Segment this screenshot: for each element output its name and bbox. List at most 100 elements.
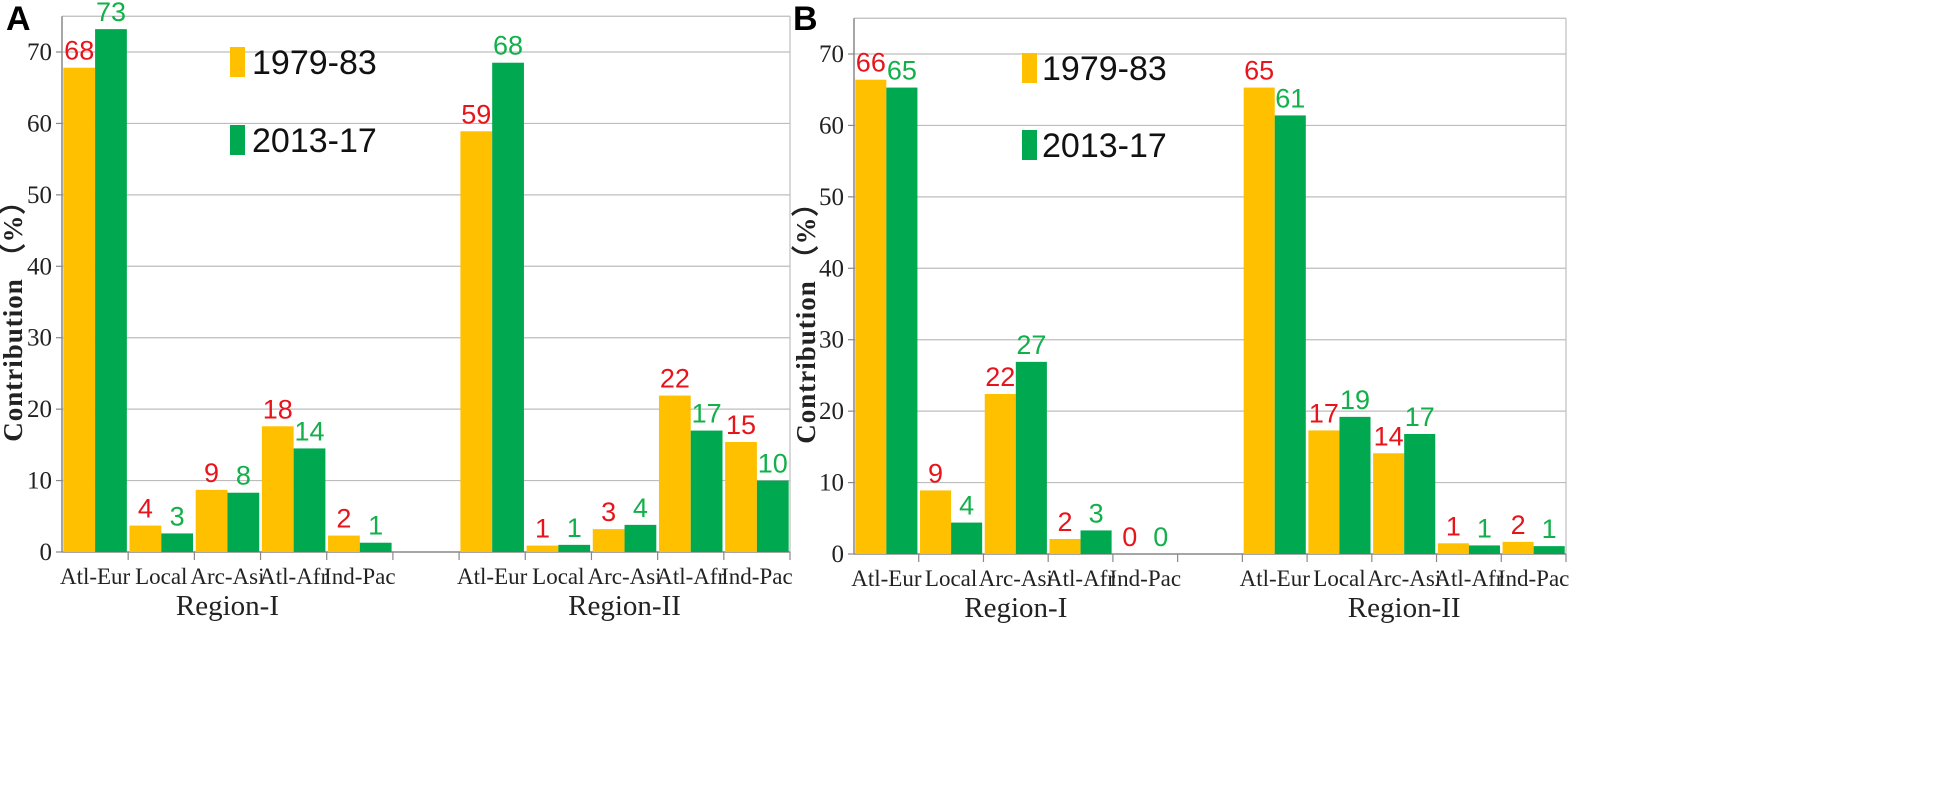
data-label: 4 xyxy=(959,491,974,521)
bar-2013-17 xyxy=(1404,434,1436,554)
y-tick-label: 30 xyxy=(27,325,52,352)
region-label: Region-I xyxy=(964,592,1067,624)
bar-1979-83 xyxy=(63,67,96,552)
bar-2013-17 xyxy=(1533,546,1565,554)
data-label: 27 xyxy=(1016,330,1046,360)
x-tick-label: Atl-Afr xyxy=(1434,566,1503,591)
data-label: 14 xyxy=(294,416,324,446)
legend-label: 1979-83 xyxy=(1042,50,1167,88)
data-label: 22 xyxy=(660,364,690,394)
bar-1979-83 xyxy=(1373,453,1405,554)
bar-2013-17 xyxy=(690,430,723,552)
bar-1979-83 xyxy=(129,525,162,552)
y-tick-label: 10 xyxy=(27,468,52,495)
data-label: 2 xyxy=(1057,507,1072,537)
data-label: 2 xyxy=(336,504,351,534)
bar-1979-83 xyxy=(460,131,493,553)
data-label: 65 xyxy=(1244,56,1274,86)
bar-1979-83 xyxy=(855,79,887,554)
bar-1979-83 xyxy=(725,442,757,552)
data-label: 14 xyxy=(1374,421,1404,451)
data-label: 61 xyxy=(1275,83,1305,113)
bar-2013-17 xyxy=(886,87,918,555)
data-label: 68 xyxy=(64,36,94,66)
x-tick-label: Atl-Eur xyxy=(851,566,922,591)
data-label: 68 xyxy=(493,31,523,61)
bar-2013-17 xyxy=(1468,545,1500,554)
bar-2013-17 xyxy=(1080,530,1112,554)
x-tick-label: Ind-Pac xyxy=(721,564,793,589)
data-label: 1 xyxy=(1542,514,1557,544)
x-tick-label: Arc-Asi xyxy=(190,564,264,589)
data-label: 0 xyxy=(1153,522,1168,552)
bar-1979-83 xyxy=(984,394,1016,554)
data-label: 9 xyxy=(204,458,219,488)
y-axis-label: Contribution （%） xyxy=(0,186,28,441)
x-tick-label: Local xyxy=(135,564,187,589)
data-label: 3 xyxy=(170,501,185,531)
bar-2013-17 xyxy=(951,522,983,554)
data-label: 19 xyxy=(1340,385,1370,415)
bar-1979-83 xyxy=(658,395,691,552)
bar-2013-17 xyxy=(624,524,657,552)
y-tick-label: 10 xyxy=(819,470,844,497)
bar-1979-83 xyxy=(1437,543,1469,554)
legend-swatch xyxy=(1022,53,1037,83)
legend-label: 1979-83 xyxy=(252,44,377,82)
data-label: 4 xyxy=(138,494,153,524)
bar-1979-83 xyxy=(1502,541,1534,554)
data-label: 2 xyxy=(1511,510,1526,540)
x-tick-label: Ind-Pac xyxy=(1110,566,1182,591)
bar-1979-83 xyxy=(328,535,360,552)
y-tick-label: 20 xyxy=(27,396,52,423)
bar-1979-83 xyxy=(1308,430,1340,554)
bar-1979-83 xyxy=(261,426,294,552)
bar-1979-83 xyxy=(1243,87,1275,555)
region-label: Region-I xyxy=(176,590,279,622)
x-tick-label: Arc-Asi xyxy=(1367,566,1441,591)
y-tick-label: 70 xyxy=(27,39,52,66)
data-label: 73 xyxy=(96,0,126,27)
legend-swatch xyxy=(230,125,245,155)
bar-1979-83 xyxy=(592,529,625,552)
y-tick-label: 0 xyxy=(832,541,845,568)
y-tick-label: 20 xyxy=(819,398,844,425)
y-tick-label: 0 xyxy=(40,539,53,566)
legend-label: 2013-17 xyxy=(252,122,377,160)
y-tick-label: 50 xyxy=(819,184,844,211)
bar-2013-17 xyxy=(1274,115,1306,554)
x-tick-label: Local xyxy=(925,566,977,591)
bar-2013-17 xyxy=(558,544,591,552)
x-tick-label: Ind-Pac xyxy=(1498,566,1570,591)
data-label: 1 xyxy=(567,513,582,543)
region-label: Region-II xyxy=(1348,592,1461,624)
data-label: 9 xyxy=(928,458,943,488)
legend-label: 2013-17 xyxy=(1042,127,1167,165)
data-label: 1 xyxy=(535,514,550,544)
x-tick-label: Atl-Afr xyxy=(259,564,328,589)
panel-letter: B xyxy=(793,0,818,38)
bar-1979-83 xyxy=(526,545,559,552)
data-label: 22 xyxy=(985,362,1015,392)
data-label: 59 xyxy=(461,99,491,129)
data-label: 10 xyxy=(758,449,788,479)
data-label: 17 xyxy=(1405,402,1435,432)
data-label: 0 xyxy=(1122,522,1137,552)
data-label: 66 xyxy=(856,48,886,78)
y-tick-label: 40 xyxy=(27,253,52,280)
x-tick-label: Local xyxy=(532,564,584,589)
bar-1979-83 xyxy=(195,489,228,552)
bar-1979-83 xyxy=(1049,539,1081,554)
bar-2013-17 xyxy=(293,448,326,552)
region-label: Region-II xyxy=(568,590,681,622)
x-tick-label: Atl-Eur xyxy=(60,564,131,589)
bar-2013-17 xyxy=(95,29,127,552)
y-tick-label: 60 xyxy=(27,110,52,137)
data-label: 17 xyxy=(692,399,722,429)
y-tick-label: 40 xyxy=(819,255,844,282)
data-label: 3 xyxy=(601,497,616,527)
bar-2013-17 xyxy=(1015,361,1047,554)
y-tick-label: 60 xyxy=(819,112,844,139)
